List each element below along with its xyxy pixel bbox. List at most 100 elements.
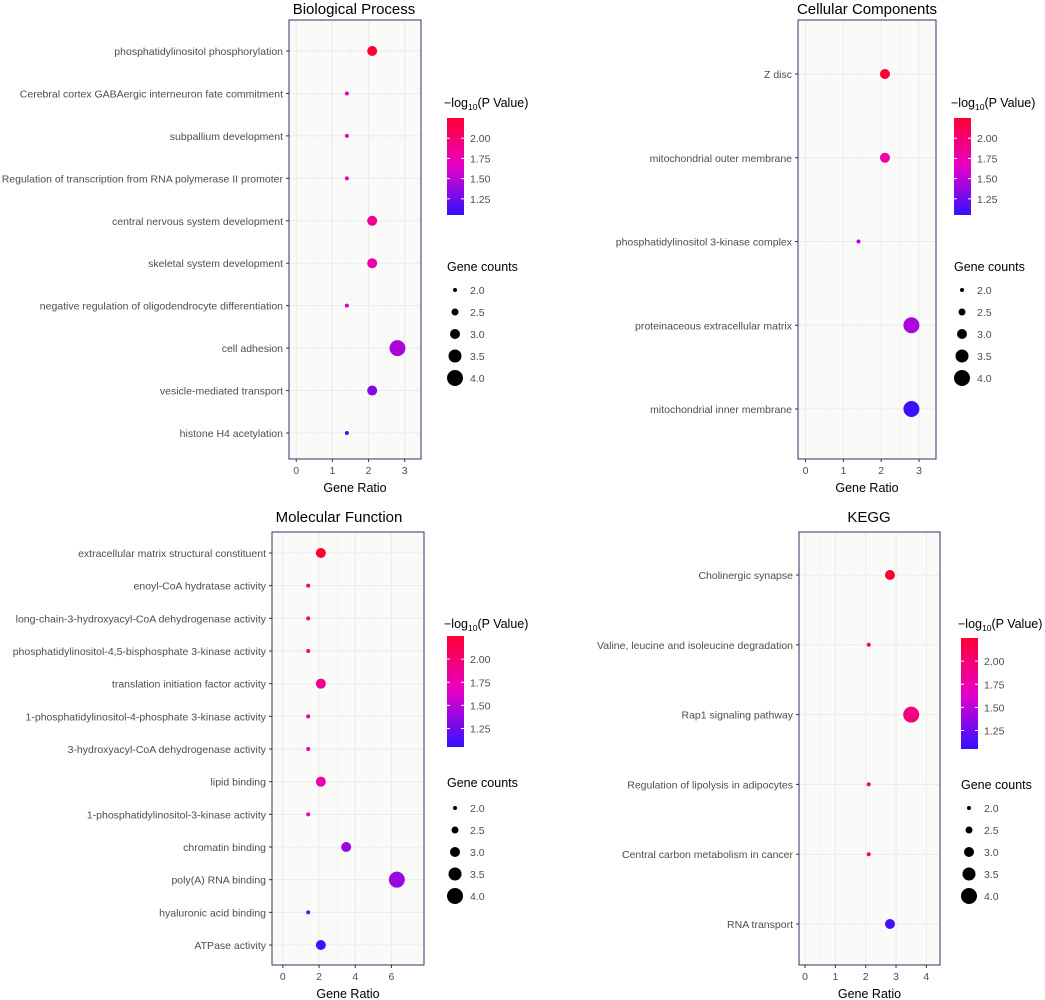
chart-title: Cellular Components xyxy=(797,1,937,18)
color-scale-bar xyxy=(954,118,971,215)
color-tick-label: 1.25 xyxy=(470,724,491,736)
data-point xyxy=(903,401,920,417)
size-tick-label: 3.5 xyxy=(470,351,485,363)
y-tick-label: phosphatidylinositol-4,5-bisphosphate 3-… xyxy=(13,646,267,658)
y-tick-label: ATPase activity xyxy=(194,940,266,952)
size-tick-label: 2.5 xyxy=(470,825,485,837)
size-tick-label: 3.0 xyxy=(984,847,999,859)
color-tick-label: 1.50 xyxy=(984,702,1005,714)
y-tick-label: enoyl-CoA hydratase activity xyxy=(134,581,267,593)
data-point xyxy=(306,616,311,621)
y-tick-label: mitochondrial outer membrane xyxy=(650,153,793,165)
y-tick-label: phosphatidylinositol phosphorylation xyxy=(114,46,283,58)
x-tick-label: 1 xyxy=(840,465,846,477)
y-tick-label: lipid binding xyxy=(211,777,267,789)
size-tick-label: 3.5 xyxy=(984,869,999,881)
y-tick-label: 1-phosphatidylinositol-3-kinase activity xyxy=(87,809,267,821)
x-tick-label: 0 xyxy=(280,971,286,983)
color-scale-bar xyxy=(447,636,464,747)
size-legend-title: Gene counts xyxy=(961,778,1032,792)
data-point xyxy=(315,940,326,950)
x-tick-label: 2 xyxy=(366,465,372,477)
size-tick-label: 3.5 xyxy=(977,351,992,363)
color-scale-bar xyxy=(961,638,978,749)
y-tick-label: RNA transport xyxy=(727,919,793,931)
legend: −log10(P Value) 2.00 1.75 1.50 1.25 Gene coun… xyxy=(958,617,1042,904)
color-tick-label: 1.50 xyxy=(470,700,491,712)
y-tick-label: cell adhesion xyxy=(222,343,283,355)
size-legend-point xyxy=(450,329,460,339)
y-tick-label: long-chain-3-hydroxyacyl-CoA dehydrogena… xyxy=(16,613,267,625)
legend: −log10(P Value) 2.00 1.75 1.50 1.25 Gene coun… xyxy=(444,617,528,904)
legend: −log10(P Value) 2.00 1.75 1.50 1.25 Gene coun… xyxy=(444,96,528,386)
plot-frame xyxy=(288,19,422,460)
size-tick-label: 4.0 xyxy=(470,373,485,385)
color-tick-label: 1.50 xyxy=(977,174,998,186)
y-tick-label: proteinaceous extracellular matrix xyxy=(635,320,793,332)
data-point xyxy=(306,910,311,915)
size-legend-point xyxy=(954,370,970,386)
color-tick-label: 1.75 xyxy=(470,153,491,165)
chart-title: Biological Process xyxy=(293,1,416,18)
x-axis-label: Gene Ratio xyxy=(835,481,898,495)
x-tick-label: 1 xyxy=(329,465,335,477)
size-legend-title: Gene counts xyxy=(447,260,518,274)
x-tick-label: 4 xyxy=(923,971,929,983)
y-tick-label: vesicle-mediated transport xyxy=(160,386,283,398)
size-legend-point xyxy=(447,370,463,386)
y-tick-label: hyaluronic acid binding xyxy=(159,907,266,919)
y-tick-label: skeletal system development xyxy=(148,258,283,270)
y-tick-label: central nervous system development xyxy=(112,216,283,228)
legend: −log10(P Value) 2.00 1.75 1.50 1.25 Gene coun… xyxy=(951,96,1035,386)
color-tick-label: 1.75 xyxy=(977,153,998,165)
chart-title: KEGG xyxy=(847,509,890,526)
y-tick-label: subpallium development xyxy=(170,131,283,143)
size-tick-label: 3.5 xyxy=(470,869,485,881)
y-tick-label: chromatin binding xyxy=(183,842,266,854)
color-tick-label: 2.00 xyxy=(470,654,491,666)
size-legend-point xyxy=(453,288,457,292)
y-tick-label: Regulation of transcription from RNA pol… xyxy=(2,173,284,185)
size-legend-point xyxy=(960,288,964,292)
color-legend-title: −log10(P Value) xyxy=(951,96,1035,112)
size-legend-point xyxy=(955,349,969,363)
color-legend-title: −log10(P Value) xyxy=(444,96,528,112)
data-point xyxy=(344,91,349,96)
x-tick-label: 6 xyxy=(389,971,395,983)
data-point xyxy=(866,852,871,857)
y-tick-label: Cholinergic synapse xyxy=(698,570,793,582)
y-tick-label: phosphatidylinositol 3-kinase complex xyxy=(616,237,793,249)
size-tick-label: 2.5 xyxy=(470,307,485,319)
y-tick-label: Valine, leucine and isoleucine degradati… xyxy=(597,640,793,652)
data-point xyxy=(306,747,311,751)
y-tick-label: extracellular matrix structural constitu… xyxy=(78,548,266,560)
size-tick-label: 2.0 xyxy=(984,803,999,815)
y-tick-label: mitochondrial inner membrane xyxy=(650,404,792,416)
data-point xyxy=(389,340,406,357)
plot-background xyxy=(289,20,421,459)
x-tick-label: 3 xyxy=(916,465,922,477)
x-tick-label: 4 xyxy=(352,971,358,983)
data-point xyxy=(306,812,311,817)
x-tick-label: 2 xyxy=(316,971,322,983)
data-point xyxy=(306,649,311,653)
x-tick-label: 0 xyxy=(293,465,299,477)
size-tick-label: 2.0 xyxy=(470,803,485,815)
data-point xyxy=(866,642,871,647)
data-point xyxy=(344,176,349,181)
size-tick-label: 3.0 xyxy=(977,329,992,341)
data-point xyxy=(306,714,311,719)
size-tick-label: 4.0 xyxy=(977,373,992,385)
size-legend-point xyxy=(450,847,460,857)
size-legend-point xyxy=(964,847,974,857)
size-legend-point xyxy=(453,806,457,810)
y-tick-label: Z disc xyxy=(764,69,792,81)
data-point xyxy=(315,678,326,689)
size-tick-label: 2.0 xyxy=(470,285,485,297)
size-legend-point xyxy=(451,308,459,316)
y-tick-label: Cerebral cortex GABAergic interneuron fa… xyxy=(20,88,283,100)
x-tick-label: 2 xyxy=(878,465,884,477)
data-point xyxy=(884,570,895,580)
size-tick-label: 2.5 xyxy=(977,307,992,319)
